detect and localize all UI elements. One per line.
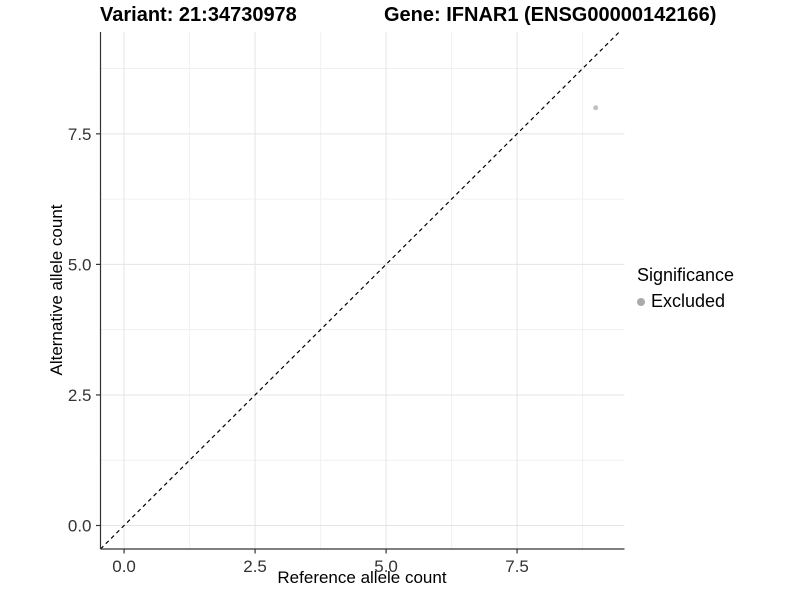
legend-item-excluded: Excluded bbox=[637, 291, 734, 312]
data-point bbox=[593, 105, 599, 111]
x-tick-label: 0.0 bbox=[112, 557, 136, 576]
y-tick-label: 0.0 bbox=[68, 516, 92, 535]
legend-item-label: Excluded bbox=[651, 291, 726, 311]
x-axis-title: Reference allele count bbox=[277, 568, 447, 587]
legend-key-dot bbox=[637, 297, 645, 306]
y-tick-label: 7.5 bbox=[68, 125, 92, 144]
y-tick-label: 2.5 bbox=[68, 386, 92, 405]
x-tick-label: 5.0 bbox=[374, 557, 398, 576]
plot-title-variant: Variant: 21:34730978 bbox=[100, 4, 297, 26]
x-tick-label: 7.5 bbox=[505, 557, 529, 576]
plot-panel bbox=[100, 32, 625, 549]
legend: Significance Excluded bbox=[637, 265, 734, 312]
x-tick-label: 2.5 bbox=[243, 557, 267, 576]
identity-reference-line bbox=[100, 31, 620, 550]
y-tick-label: 5.0 bbox=[68, 255, 92, 274]
legend-title: Significance bbox=[637, 265, 735, 285]
plot-title-gene: Gene: IFNAR1 (ENSG00000142166) bbox=[384, 4, 717, 26]
y-axis-title: Alternative allele count bbox=[47, 204, 66, 376]
